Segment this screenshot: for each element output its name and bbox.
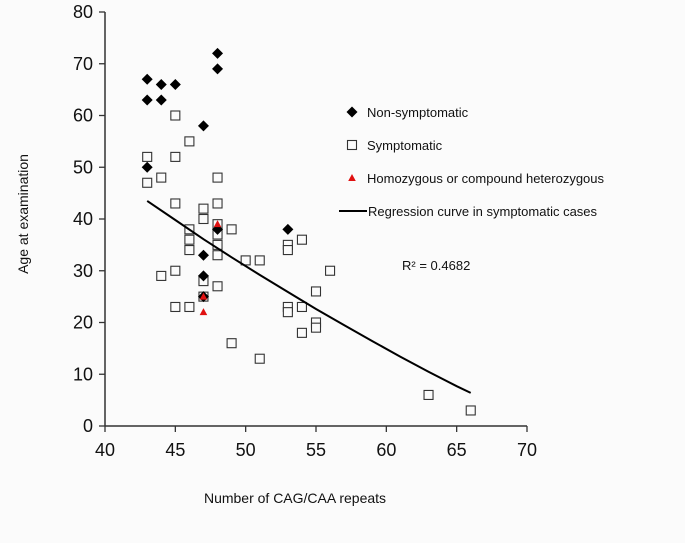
non-symptomatic-point [197, 120, 209, 132]
symptomatic-point [184, 245, 195, 256]
non-symptomatic-point [141, 73, 153, 85]
symptomatic-point [156, 270, 167, 281]
y-axis-title: Age at examination [15, 154, 31, 274]
symptomatic-point [465, 405, 476, 416]
homozygous-or-compound-heterozygous-point [199, 308, 208, 316]
legend-label-symptomatic: Symptomatic [367, 138, 443, 153]
symptomatic-point [423, 389, 434, 401]
symptomatic-point [296, 301, 307, 313]
symptomatic-point [142, 177, 153, 188]
symptomatic-point [184, 234, 195, 245]
y-tick-label: 40 [73, 209, 93, 229]
symptomatic-point [170, 198, 181, 209]
data-marks [141, 47, 476, 416]
y-tick-label: 20 [73, 313, 93, 333]
legend: Non-symptomatic Symptomatic Homozygous or … [339, 105, 605, 219]
symptomatic-point [310, 286, 322, 297]
non-symptomatic-point [155, 78, 167, 90]
y-tick-label: 0 [83, 416, 93, 436]
non-symptomatic-point [141, 161, 153, 173]
non-symptomatic-point [282, 223, 294, 235]
symptomatic-point [198, 203, 209, 214]
x-axis-title: Number of CAG/CAA repeats [204, 490, 386, 506]
symptomatic-point [325, 265, 336, 276]
x-tick-label: 50 [236, 440, 256, 460]
legend-marker-symptomatic [346, 139, 358, 151]
symptomatic-point [184, 301, 195, 313]
y-tick-label: 80 [73, 2, 93, 22]
symptomatic-point [282, 245, 293, 256]
symptomatic-point [212, 250, 223, 261]
symptomatic-point [170, 110, 181, 121]
x-tick-label: 45 [165, 440, 185, 460]
legend-marker-non-symptomatic [346, 106, 358, 118]
non-symptomatic-point [197, 249, 209, 261]
y-tick-label: 10 [73, 364, 93, 384]
non-symptomatic-point [141, 94, 153, 106]
x-tick-label: 40 [95, 440, 115, 460]
symptomatic-point [198, 213, 209, 225]
symptomatic-point [226, 338, 237, 349]
y-tick-label: 60 [73, 106, 93, 126]
symptomatic-point [296, 327, 307, 338]
x-tick-label: 70 [517, 440, 537, 460]
symptomatic-point [170, 151, 181, 162]
legend-label-non-symptomatic: Non-symptomatic [367, 105, 469, 120]
axes: 0 10 20 30 40 50 60 70 80 40 45 50 55 60 65 70 [73, 2, 537, 460]
symptomatic-point [310, 322, 322, 333]
homozygous-or-compound-heterozygous-point [199, 292, 208, 300]
symptomatic-point [296, 234, 307, 245]
non-symptomatic-point [197, 270, 209, 282]
legend-label-regression-curve-in-symptomatic-cases: Regression curve in symptomatic cases [368, 204, 598, 219]
symptomatic-point [184, 136, 195, 147]
homozygous-or-compound-heterozygous-point [213, 220, 222, 228]
y-tick-label: 50 [73, 157, 93, 177]
symptomatic-point [282, 307, 293, 318]
regression-curve [146, 200, 472, 394]
symptomatic-point [212, 172, 223, 183]
symptomatic-point [170, 301, 181, 313]
x-tick-label: 60 [376, 440, 396, 460]
symptomatic-point [226, 224, 237, 235]
symptomatic-point [156, 172, 167, 183]
legend-marker-homozygous-or-compound-heterozygous [348, 174, 356, 181]
non-symptomatic-point [155, 94, 167, 106]
symptomatic-point [254, 353, 265, 364]
x-tick-label: 55 [306, 440, 326, 460]
symptomatic-point [142, 151, 153, 162]
symptomatic-point [240, 255, 251, 266]
y-tick-label: 70 [73, 54, 93, 74]
symptomatic-point [170, 265, 181, 276]
non-symptomatic-point [212, 47, 224, 59]
legend-label-homozygous-or-compound-heterozygous: Homozygous or compound heterozygous [367, 171, 605, 186]
symptomatic-point [212, 281, 223, 292]
symptomatic-point [254, 255, 265, 266]
symptomatic-point [212, 198, 223, 209]
x-tick-label: 65 [447, 440, 467, 460]
non-symptomatic-point [169, 78, 181, 90]
y-tick-label: 30 [73, 261, 93, 281]
r-squared-annotation: R² = 0.4682 [402, 258, 470, 273]
non-symptomatic-point [212, 63, 224, 75]
